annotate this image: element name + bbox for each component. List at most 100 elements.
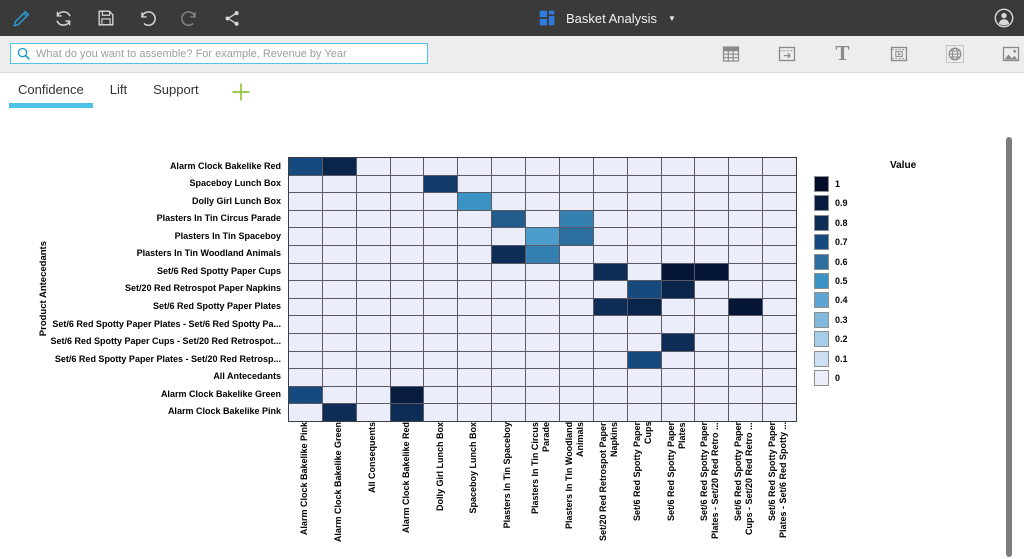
heatmap-cell[interactable] (627, 316, 661, 333)
heatmap-cell[interactable] (593, 175, 627, 193)
heatmap-cell[interactable] (695, 263, 729, 281)
heatmap-cell[interactable] (559, 369, 593, 386)
heatmap-cell[interactable] (763, 228, 796, 245)
heatmap-cell[interactable] (322, 386, 356, 404)
heatmap-cell[interactable] (729, 369, 763, 386)
heatmap-cell[interactable] (424, 316, 458, 333)
heatmap-cell[interactable] (424, 369, 458, 386)
heatmap-cell[interactable] (661, 228, 695, 245)
heatmap-cell[interactable] (492, 334, 526, 351)
heatmap-cell[interactable] (627, 298, 661, 316)
heatmap-cell[interactable] (390, 386, 424, 404)
video-icon[interactable] (887, 42, 910, 65)
heatmap-cell[interactable] (424, 246, 458, 263)
heatmap-cell[interactable] (356, 158, 390, 175)
heatmap-cell[interactable] (390, 210, 424, 228)
heatmap-cell[interactable] (627, 334, 661, 351)
heatmap-cell[interactable] (559, 316, 593, 333)
heatmap-cell[interactable] (627, 175, 661, 193)
heatmap-cell[interactable] (729, 175, 763, 193)
heatmap-cell[interactable] (593, 298, 627, 316)
heatmap-cell[interactable] (763, 193, 796, 210)
heatmap-cell[interactable] (289, 158, 322, 175)
heatmap-cell[interactable] (729, 386, 763, 404)
tab-lift[interactable]: Lift (109, 82, 128, 97)
heatmap-cell[interactable] (424, 228, 458, 245)
heatmap-cell[interactable] (458, 158, 492, 175)
heatmap-cell[interactable] (627, 369, 661, 386)
heatmap-cell[interactable] (356, 175, 390, 193)
heatmap-cell[interactable] (390, 369, 424, 386)
heatmap-cell[interactable] (492, 298, 526, 316)
heatmap-cell[interactable] (289, 316, 322, 333)
heatmap-cell[interactable] (492, 263, 526, 281)
heatmap-cell[interactable] (492, 351, 526, 369)
heatmap-cell[interactable] (593, 404, 627, 421)
heatmap-cell[interactable] (763, 386, 796, 404)
heatmap-cell[interactable] (356, 404, 390, 421)
heatmap-cell[interactable] (458, 246, 492, 263)
heatmap-cell[interactable] (526, 281, 559, 298)
move-window-icon[interactable] (775, 42, 798, 65)
heatmap-cell[interactable] (322, 298, 356, 316)
heatmap-cell[interactable] (559, 158, 593, 175)
heatmap-cell[interactable] (695, 210, 729, 228)
heatmap-cell[interactable] (289, 281, 322, 298)
heatmap-cell[interactable] (763, 334, 796, 351)
heatmap-cell[interactable] (661, 263, 695, 281)
heatmap-cell[interactable] (289, 351, 322, 369)
heatmap-cell[interactable] (695, 175, 729, 193)
user-avatar-icon[interactable] (992, 6, 1016, 30)
heatmap-cell[interactable] (356, 298, 390, 316)
heatmap-cell[interactable] (627, 210, 661, 228)
heatmap-cell[interactable] (593, 334, 627, 351)
heatmap-cell[interactable] (627, 193, 661, 210)
heatmap-cell[interactable] (763, 263, 796, 281)
heatmap-cell[interactable] (289, 228, 322, 245)
heatmap-cell[interactable] (390, 175, 424, 193)
heatmap-cell[interactable] (627, 158, 661, 175)
heatmap-cell[interactable] (729, 228, 763, 245)
heatmap-cell[interactable] (593, 369, 627, 386)
heatmap-cell[interactable] (424, 298, 458, 316)
heatmap-cell[interactable] (322, 193, 356, 210)
heatmap-cell[interactable] (526, 386, 559, 404)
heatmap-cell[interactable] (695, 228, 729, 245)
heatmap-cell[interactable] (661, 281, 695, 298)
undo-icon[interactable] (136, 7, 159, 30)
heatmap-cell[interactable] (526, 263, 559, 281)
heatmap-cell[interactable] (593, 210, 627, 228)
heatmap-cell[interactable] (356, 193, 390, 210)
heatmap-cell[interactable] (661, 351, 695, 369)
heatmap-cell[interactable] (390, 298, 424, 316)
heatmap-cell[interactable] (593, 351, 627, 369)
heatmap-cell[interactable] (763, 351, 796, 369)
heatmap-cell[interactable] (492, 369, 526, 386)
heatmap-cell[interactable] (492, 316, 526, 333)
heatmap-cell[interactable] (729, 334, 763, 351)
heatmap-cell[interactable] (729, 263, 763, 281)
heatmap-cell[interactable] (695, 158, 729, 175)
heatmap-cell[interactable] (526, 351, 559, 369)
heatmap-cell[interactable] (356, 210, 390, 228)
heatmap-cell[interactable] (322, 175, 356, 193)
heatmap-cell[interactable] (661, 369, 695, 386)
heatmap-cell[interactable] (559, 263, 593, 281)
heatmap-cell[interactable] (322, 246, 356, 263)
heatmap-cell[interactable] (763, 316, 796, 333)
heatmap-cell[interactable] (458, 369, 492, 386)
heatmap-cell[interactable] (526, 298, 559, 316)
tab-support[interactable]: Support (153, 82, 199, 97)
heatmap-cell[interactable] (627, 351, 661, 369)
heatmap-cell[interactable] (559, 210, 593, 228)
heatmap-cell[interactable] (559, 404, 593, 421)
heatmap-cell[interactable] (729, 210, 763, 228)
heatmap-cell[interactable] (627, 386, 661, 404)
heatmap-cell[interactable] (593, 246, 627, 263)
heatmap-cell[interactable] (695, 281, 729, 298)
heatmap-cell[interactable] (458, 351, 492, 369)
heatmap-cell[interactable] (424, 386, 458, 404)
heatmap-cell[interactable] (356, 386, 390, 404)
heatmap-cell[interactable] (559, 334, 593, 351)
heatmap-cell[interactable] (424, 210, 458, 228)
